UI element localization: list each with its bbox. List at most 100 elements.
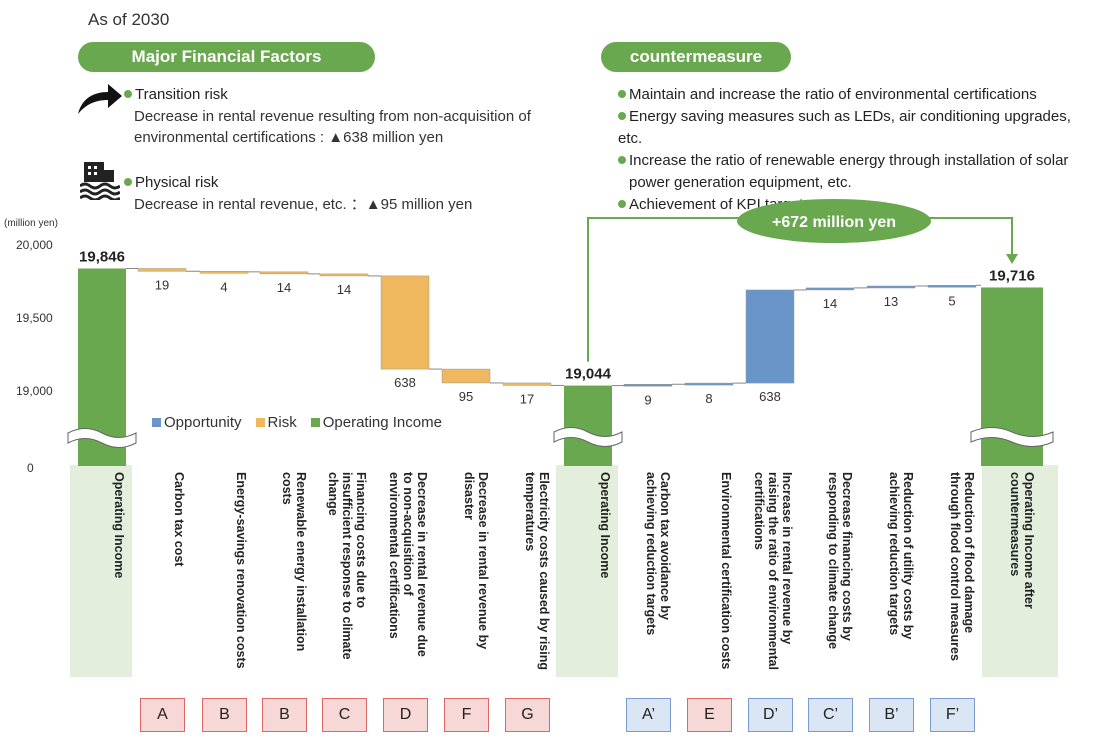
y-axis-unit: (million yen) — [4, 218, 58, 229]
legend-label: Risk — [267, 414, 297, 431]
countermeasure-text: Increase the ratio of renewable energy t… — [629, 152, 1069, 169]
category-label: Decrease in rental revenue due to non-ac… — [387, 472, 429, 657]
bar-opportunity — [805, 287, 855, 291]
legend-operating-income: Operating Income — [310, 414, 442, 431]
physical-risk-title: Physical risk — [124, 174, 218, 191]
code-box: D’ — [748, 698, 793, 732]
bar-opportunity — [927, 285, 977, 288]
category-label: Operating Income after countermeasures — [1008, 472, 1036, 609]
countermeasure-text: power generation equipment, etc. — [629, 174, 852, 191]
category-label: Electricity costs caused by rising tempe… — [523, 472, 551, 670]
transition-risk-title: Transition risk — [124, 86, 228, 103]
code-box: B’ — [869, 698, 914, 732]
flood-building-icon — [80, 162, 120, 200]
category-label: Reduction of utility costs by achieving … — [887, 472, 915, 640]
bullet-dot — [618, 90, 626, 99]
bullet-dot — [124, 178, 132, 187]
transition-arrow-icon — [78, 84, 122, 114]
bullet-dot — [618, 156, 626, 165]
bar-value-label: 638 — [759, 389, 781, 404]
total-value-label: 19,846 — [79, 248, 125, 265]
as-of-label: As of 2030 — [88, 10, 170, 29]
code-box: F’ — [930, 698, 975, 732]
bar-value-label: 17 — [520, 391, 534, 406]
bullet-dot — [124, 90, 132, 99]
category-label: Increase in rental revenue by raising th… — [752, 472, 794, 670]
category-label: Renewable energy installation costs — [280, 472, 308, 652]
category-label: Operating Income — [112, 472, 126, 579]
countermeasure-text: Energy saving measures such as LEDs, air… — [618, 108, 1071, 147]
legend-risk: Risk — [255, 414, 297, 431]
code-box: G — [505, 698, 550, 732]
code-box: A — [140, 698, 185, 732]
code-box: C — [322, 698, 367, 732]
bar-value-label: 14 — [277, 280, 291, 295]
transition-risk-label: Transition risk — [135, 86, 228, 103]
category-label: Decrease in rental revenue by disaster — [462, 472, 490, 650]
bar-opportunity — [745, 289, 795, 384]
legend-label: Operating Income — [322, 414, 442, 431]
countermeasure-item: Maintain and increase the ratio of envir… — [618, 84, 1098, 106]
code-box: B — [202, 698, 247, 732]
bar-value-label: 4 — [220, 279, 227, 294]
bar-risk — [502, 382, 552, 386]
category-label: Reduction of flood damage through flood … — [948, 472, 976, 661]
bar-value-label: 5 — [948, 293, 955, 308]
bar-total — [564, 385, 612, 466]
category-label: Decrease financing costs by responding t… — [826, 472, 854, 650]
bar-risk — [380, 275, 430, 370]
category-label: Financing costs due to insufficient resp… — [326, 472, 368, 660]
bar-risk — [199, 271, 249, 274]
total-value-label: 19,716 — [989, 267, 1035, 284]
bar-risk — [319, 273, 369, 277]
bar-risk — [259, 271, 309, 275]
countermeasure-item-cont: power generation equipment, etc. — [618, 172, 1098, 194]
bar-value-label: 9 — [644, 392, 651, 407]
axis-break — [553, 427, 623, 447]
bar-risk — [441, 368, 491, 384]
countermeasure-header: countermeasure — [601, 42, 791, 72]
category-label: Operating Income — [598, 472, 612, 579]
y-tick-label: 19,000 — [16, 384, 53, 398]
code-box: A’ — [626, 698, 671, 732]
transition-risk-desc: Decrease in rental revenue resulting fro… — [134, 106, 531, 148]
gain-badge — [737, 199, 931, 243]
legend-swatch — [255, 418, 265, 427]
physical-risk-desc: Decrease in rental revenue, etc. ：▲95 mi… — [134, 196, 473, 213]
gain-arrowhead — [1006, 254, 1018, 264]
bar-value-label: 14 — [337, 282, 351, 297]
category-label: Environmental certification costs — [719, 472, 733, 670]
axis-break — [67, 428, 137, 448]
bar-opportunity — [684, 382, 734, 386]
countermeasure-item: Increase the ratio of renewable energy t… — [618, 150, 1098, 172]
countermeasure-list: Maintain and increase the ratio of envir… — [618, 84, 1098, 216]
bullet-dot — [618, 112, 626, 121]
legend-swatch — [310, 418, 320, 427]
major-financial-factors-header: Major Financial Factors — [78, 42, 375, 72]
bar-value-label: 8 — [705, 391, 712, 406]
bar-value-label: 13 — [884, 294, 898, 309]
code-box: F — [444, 698, 489, 732]
countermeasure-text: Maintain and increase the ratio of envir… — [629, 86, 1037, 103]
total-category-bg — [982, 465, 1058, 677]
total-category-bg — [556, 465, 618, 677]
total-value-label: 19,044 — [565, 366, 612, 383]
countermeasure-item: Energy saving measures such as LEDs, air… — [618, 106, 1098, 150]
code-box: E — [687, 698, 732, 732]
bullet-dot — [618, 200, 626, 209]
legend-opportunity: Opportunity — [152, 414, 242, 431]
total-category-bg — [70, 465, 132, 677]
transition-desc-line2: environmental certifications : ▲638 mill… — [134, 129, 444, 146]
bar-opportunity — [623, 384, 673, 387]
axis-break — [970, 427, 1054, 447]
bar-value-label: 14 — [823, 296, 837, 311]
bar-value-label: 19 — [155, 277, 169, 292]
legend-swatch — [152, 418, 161, 427]
category-label: Carbon tax avoidance by achieving reduct… — [644, 472, 672, 636]
code-box: D — [383, 698, 428, 732]
y-tick-label: 19,500 — [16, 311, 53, 325]
y-tick-label: 0 — [27, 461, 34, 475]
category-label: Energy-savings renovation costs — [234, 472, 248, 669]
bar-value-label: 95 — [459, 389, 473, 404]
